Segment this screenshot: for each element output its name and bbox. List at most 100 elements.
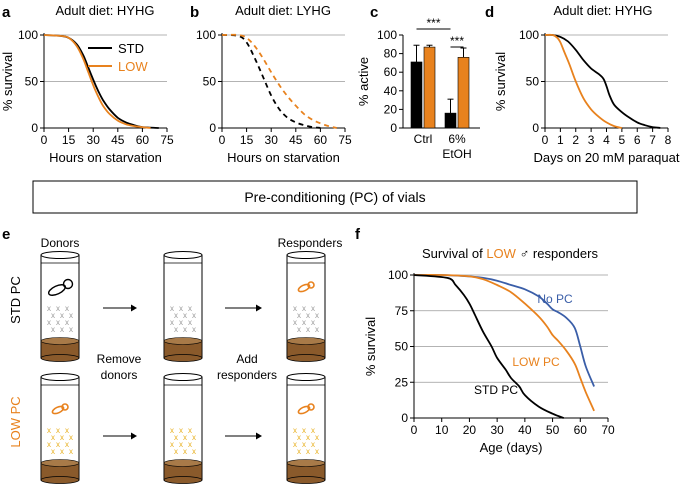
vial-bottom — [40, 476, 80, 484]
egg-mark: x — [311, 440, 315, 449]
y-tick-label: 80 — [384, 47, 398, 61]
x-tick-label: 6 — [634, 133, 641, 147]
y-axis-label: % survival — [0, 52, 15, 111]
bar-std-0 — [410, 61, 423, 129]
x-tick-label: EtOH — [442, 147, 471, 161]
egg-mark: x — [47, 304, 51, 313]
chart-title: Adult diet: HYHG — [56, 3, 155, 18]
egg-mark: x — [56, 440, 60, 449]
panel-label-b: b — [190, 4, 199, 21]
egg-mark: x — [297, 447, 301, 456]
y-tick-label: 50 — [25, 75, 39, 89]
egg-mark: x — [306, 325, 310, 334]
x-tick-label: 60 — [574, 423, 588, 437]
vial-food-top — [286, 337, 326, 345]
egg-mark: x — [306, 433, 310, 442]
egg-mark: x — [56, 304, 60, 313]
arrowhead-icon — [131, 432, 137, 440]
bar-low-1 — [457, 57, 470, 129]
vial-rim — [286, 251, 326, 259]
egg-mark: x — [315, 447, 319, 456]
y-tick-label: 25 — [395, 375, 409, 389]
chart-title: Adult diet: HYHG — [554, 3, 653, 18]
sig-label: *** — [426, 16, 440, 30]
egg-mark: x — [315, 433, 319, 442]
sig-label: *** — [450, 34, 464, 48]
vial-rim — [163, 373, 203, 381]
fly-head-icon — [61, 403, 69, 411]
panel-label-d: d — [485, 4, 494, 21]
egg-mark: x — [293, 304, 297, 313]
egg-mark: x — [311, 304, 315, 313]
egg-mark: x — [297, 433, 301, 442]
x-tick-label: 50 — [546, 423, 560, 437]
egg-mark: x — [306, 311, 310, 320]
y-tick-label: 0 — [31, 121, 38, 135]
egg-mark: x — [60, 447, 64, 456]
x-tick-label: 1 — [557, 133, 564, 147]
x-tick-label: 20 — [463, 423, 477, 437]
x-tick-label: 8 — [665, 133, 672, 147]
series-line-low-pc — [413, 274, 595, 412]
vial-food-top — [163, 337, 203, 345]
y-tick-label: 100 — [196, 28, 216, 42]
row-label-std-pc: STD PC — [8, 276, 23, 324]
egg-mark: x — [60, 325, 64, 334]
arrowhead-icon — [131, 304, 137, 312]
x-tick-label: 10 — [435, 423, 449, 437]
egg-mark: x — [47, 318, 51, 327]
fly-head-icon — [307, 403, 315, 411]
x-tick-label: 15 — [240, 133, 254, 147]
arrowhead-icon — [256, 432, 262, 440]
egg-mark: x — [183, 433, 187, 442]
egg-mark: x — [60, 433, 64, 442]
egg-mark: x — [188, 304, 192, 313]
egg-mark: x — [65, 440, 69, 449]
egg-mark: x — [65, 318, 69, 327]
x-tick-label: 45 — [289, 133, 303, 147]
vial-food-top — [163, 459, 203, 467]
egg-mark: x — [51, 433, 55, 442]
panel-label-a: a — [2, 4, 11, 21]
panel-label-e: e — [2, 226, 10, 243]
egg-mark: x — [51, 325, 55, 334]
x-tick-label: 60 — [314, 133, 328, 147]
series-line-std-pc — [413, 274, 565, 419]
egg-mark: x — [297, 311, 301, 320]
series-line-std — [221, 34, 321, 129]
vial-bottom — [286, 476, 326, 484]
precond-box: Pre-conditioning (PC) of vials — [32, 180, 638, 214]
series-line-low — [221, 33, 337, 129]
y-tick-label: 50 — [526, 75, 540, 89]
responders-label: Responders — [278, 236, 343, 250]
vial-bottom — [286, 354, 326, 362]
egg-mark: x — [69, 325, 73, 334]
series-line-low — [43, 34, 151, 129]
y-tick-label: 75 — [395, 304, 409, 318]
vials: x x xx x xx x xx x xx x xx x xx x xx x xx x xx x xx x xx x xx x xx… — [40, 251, 326, 484]
egg-mark: x — [192, 311, 196, 320]
egg-mark: x — [69, 447, 73, 456]
egg-mark: x — [170, 440, 174, 449]
x-tick-label: Ctrl — [414, 132, 433, 146]
x-tick-label: 7 — [649, 133, 656, 147]
egg-mark: x — [192, 447, 196, 456]
vial-food-top — [40, 337, 80, 345]
fly-head-icon — [307, 281, 315, 289]
egg-mark: x — [174, 325, 178, 334]
y-tick-label: 0 — [532, 121, 539, 135]
egg-mark: x — [302, 318, 306, 327]
x-tick-label: 2 — [572, 133, 579, 147]
egg-mark: x — [65, 304, 69, 313]
precond-box-text: Pre-conditioning (PC) of vials — [244, 189, 425, 205]
vial-rim — [40, 373, 80, 381]
y-tick-label: 0 — [401, 411, 408, 425]
y-axis-label: % survival — [363, 317, 378, 376]
y-tick-label: 20 — [384, 102, 398, 116]
egg-mark: x — [174, 311, 178, 320]
y-axis-label: % active — [356, 57, 371, 106]
chart-a: 0 15 30 45 60 75 0 50 100 Adult diet: HYHG Hours o… — [0, 3, 174, 165]
legend-low-label: LOW — [118, 59, 148, 74]
arrowhead-icon — [256, 304, 262, 312]
chart-f: 0 10 20 30 40 50 60 70 0 25 50 75 100 Survival of LOW… — [363, 246, 615, 455]
